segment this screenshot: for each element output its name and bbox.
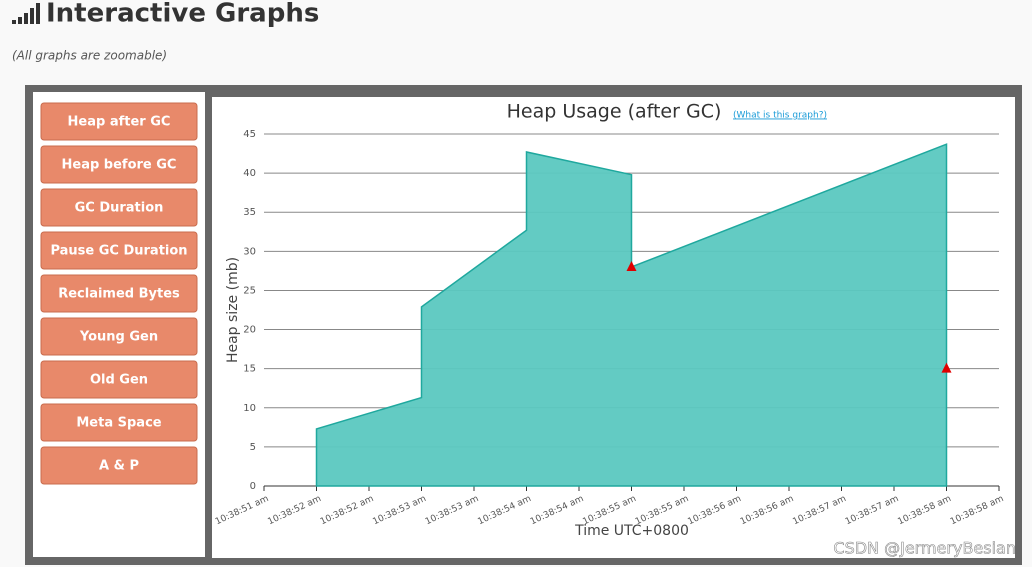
y-tick-label: 15	[243, 364, 256, 375]
gc-marker	[941, 362, 952, 373]
button-body	[40, 145, 198, 184]
y-tick-label: 0	[250, 481, 256, 492]
sidebar-button[interactable]: Heap after GC	[40, 102, 198, 141]
x-axis-label: Time UTC+0800	[574, 523, 689, 539]
y-tick-label: 40	[243, 168, 256, 179]
button-label: Young Gen	[79, 330, 158, 345]
sidebar-button[interactable]: Reclaimed Bytes	[40, 274, 198, 313]
y-tick-label: 10	[243, 403, 256, 414]
sidebar-button[interactable]: GC Duration	[40, 188, 198, 227]
button-label: Old Gen	[90, 373, 148, 388]
header-icon	[12, 3, 40, 24]
button-body	[40, 403, 198, 442]
sidebar-button[interactable]: Meta Space	[40, 403, 198, 442]
y-tick-label: 45	[243, 129, 256, 140]
button-label: GC Duration	[75, 201, 164, 216]
button-label: Heap before GC	[62, 158, 177, 173]
sidebar-button[interactable]: Young Gen	[40, 317, 198, 356]
y-tick-label: 20	[243, 325, 256, 336]
button-body	[40, 188, 198, 227]
button-body	[40, 102, 198, 141]
help-link[interactable]: (What is this graph?)	[733, 111, 827, 121]
y-tick-label: 5	[250, 442, 256, 453]
y-tick-label: 35	[243, 207, 256, 218]
gc-marker	[626, 260, 637, 271]
chart-title: Heap Usage (after GC)	[507, 101, 722, 123]
sidebar-button[interactable]: Heap before GC	[40, 145, 198, 184]
page-subtitle: (All graphs are zoomable)	[12, 49, 167, 63]
sidebar-button[interactable]: Pause GC Duration	[40, 231, 198, 270]
watermark: CSDN @JermeryBesian	[833, 539, 1016, 558]
button-body	[40, 231, 198, 270]
y-tick-label: 30	[243, 246, 256, 257]
y-tick-label: 25	[243, 285, 256, 296]
page-title: Interactive Graphs	[46, 0, 319, 29]
button-label: Reclaimed Bytes	[58, 287, 180, 302]
button-label: A & P	[99, 459, 139, 474]
button-body	[40, 446, 198, 485]
button-label: Meta Space	[76, 416, 161, 431]
sidebar-button[interactable]: A & P	[40, 446, 198, 485]
sidebar-button[interactable]: Old Gen	[40, 360, 198, 399]
button-body	[40, 360, 198, 399]
button-body	[40, 274, 198, 313]
button-label: Pause GC Duration	[50, 244, 187, 259]
area	[315, 143, 948, 487]
button-body	[40, 317, 198, 356]
y-axis-label: Heap size (mb)	[225, 257, 241, 363]
button-label: Heap after GC	[68, 115, 171, 130]
